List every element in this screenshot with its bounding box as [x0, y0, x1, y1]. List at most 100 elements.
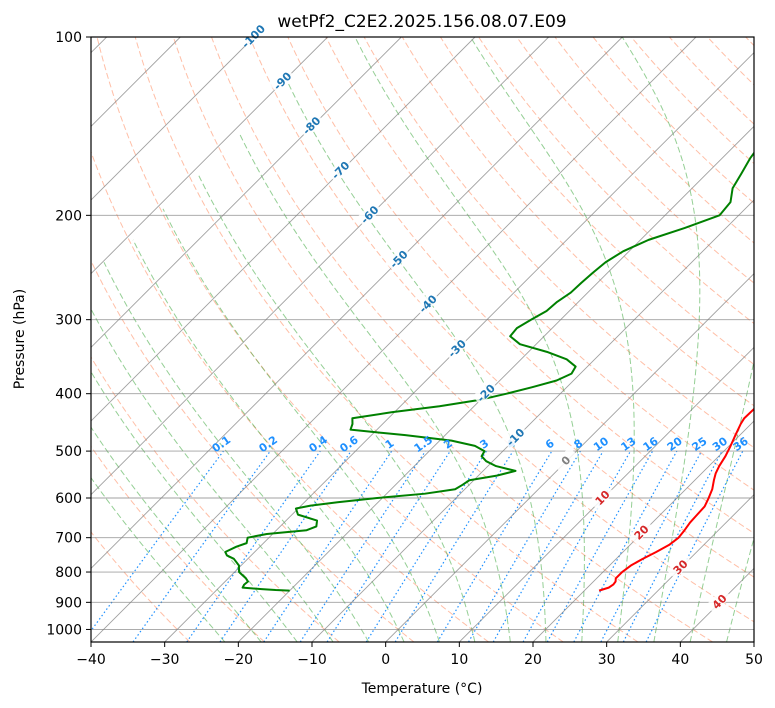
mixing-ratio-line	[546, 450, 654, 642]
moist-adiabat	[470, 37, 635, 642]
isotherm-label-bg	[327, 156, 353, 183]
x-tick-label: 50	[745, 652, 763, 668]
pressure-gridlines	[91, 37, 754, 642]
mixing-ratio-line	[91, 450, 224, 632]
sounding-profiles	[224, 151, 754, 592]
y-tick-label: 100	[55, 30, 82, 46]
mixing-ratio-label: 0.2	[257, 433, 280, 455]
isotherm-line	[91, 37, 402, 348]
mixing-ratio-line	[436, 450, 553, 642]
y-tick-label: 900	[55, 595, 82, 611]
dry-adiabat	[134, 37, 639, 642]
moist-adiabat	[91, 426, 262, 642]
isotherm-label-bg	[501, 423, 528, 450]
mixing-ratio-line	[263, 450, 393, 642]
moist-adiabat	[726, 536, 754, 642]
dry-adiabat	[707, 37, 754, 86]
moist-adiabat	[288, 83, 547, 642]
isotherm-line	[91, 37, 623, 569]
y-axis: 100 200 300 400 500 600 700 800 900 1000	[46, 30, 91, 638]
mixing-ratio-line	[600, 450, 703, 642]
y-tick-label: 600	[55, 491, 82, 507]
plot-frame	[90, 36, 755, 643]
dry-adiabat	[96, 37, 564, 642]
moist-adiabat	[197, 173, 476, 642]
dry-adiabat	[211, 37, 754, 623]
isotherm-line	[91, 37, 328, 275]
mixing-ratio-label: 6	[543, 437, 557, 452]
isotherm-label-bg	[414, 290, 440, 316]
isotherm-label-bg	[666, 553, 693, 580]
mixing-ratio-line	[299, 450, 426, 642]
dry-adiabat	[172, 37, 713, 642]
x-tick-label: −20	[224, 652, 254, 668]
isotherm-line	[606, 494, 754, 642]
dry-adiabat	[91, 150, 489, 642]
x-tick-label: 40	[671, 652, 689, 668]
mixing-ratio-label: 2	[441, 437, 455, 452]
y-tick-label: 200	[55, 208, 82, 224]
x-tick-label: 10	[450, 652, 468, 668]
moist-adiabat	[621, 37, 701, 642]
isotherm-label-bg	[268, 67, 295, 93]
mixing-ratio-line	[186, 450, 321, 642]
dewpoint-profile	[224, 151, 754, 592]
mixing-ratio-label: 0.1	[210, 433, 233, 455]
isotherm-label-bg	[627, 518, 654, 545]
mixing-ratio-label: 0.4	[307, 433, 331, 455]
isotherm-label-bg	[356, 201, 382, 227]
y-tick-label: 300	[55, 313, 82, 329]
moist-adiabat	[91, 370, 298, 642]
y-axis-label: Pressure (hPa)	[12, 289, 28, 389]
mixing-ratio-line	[573, 450, 678, 642]
isotherm-label-bg	[705, 588, 732, 614]
x-axis-label: Temperature (°C)	[361, 681, 483, 697]
isotherm-line	[680, 567, 754, 642]
isotherm-line	[753, 641, 754, 642]
isotherm-line	[91, 37, 476, 422]
dry-adiabat	[91, 356, 340, 642]
moist-adiabat	[162, 208, 440, 642]
y-tick-label: 1000	[46, 622, 82, 638]
x-tick-label: −10	[297, 652, 327, 668]
dry-adiabat	[592, 37, 754, 204]
isotherm-line	[385, 273, 754, 642]
isotherm-label-bg	[298, 112, 324, 138]
isotherm-label-bg	[552, 447, 578, 473]
dry-adiabat	[401, 37, 754, 407]
isotherm-label-bg	[472, 379, 498, 406]
dry-adiabat	[91, 259, 415, 642]
x-tick-label: 30	[598, 652, 616, 668]
temperature-profile	[598, 407, 754, 592]
mixing-ratio-line	[645, 450, 744, 642]
isotherm-line	[238, 125, 754, 642]
isotherm-line	[91, 37, 255, 201]
dry-adiabat	[516, 37, 754, 284]
isotherm-line	[164, 52, 754, 642]
isotherm-line	[311, 199, 754, 642]
mixing-ratio-line	[394, 450, 514, 642]
isotherm-line	[91, 37, 697, 642]
dry-adiabat	[554, 37, 754, 244]
y-tick-label: 800	[55, 565, 82, 581]
isotherm-label-bg	[385, 245, 411, 272]
isotherm-line	[532, 420, 754, 642]
x-axis: −40 −30 −20 −10 0 10 20 30 40 50	[76, 642, 763, 668]
x-tick-label: 0	[381, 652, 390, 668]
mixing-ratio-label: 0.6	[337, 433, 361, 455]
moist-adiabat	[91, 476, 226, 642]
y-tick-label: 400	[55, 387, 82, 403]
dry-adiabat	[478, 37, 754, 325]
moist-adiabat	[132, 239, 405, 642]
isotherm-label-bg	[588, 484, 615, 510]
isotherm-line	[91, 37, 549, 496]
isotherm-line	[459, 346, 754, 642]
chart-title: wetPf2_C2E2.2025.156.08.07.E09	[277, 12, 566, 32]
line-labels: 0.10.20.40.611.52346810131620253036-100-…	[210, 22, 751, 614]
dry-adiabat	[91, 531, 191, 642]
y-tick-label: 500	[55, 444, 82, 460]
isotherm-label-bg	[239, 22, 266, 49]
x-tick-label: 20	[524, 652, 542, 668]
y-tick-label: 700	[55, 531, 82, 547]
